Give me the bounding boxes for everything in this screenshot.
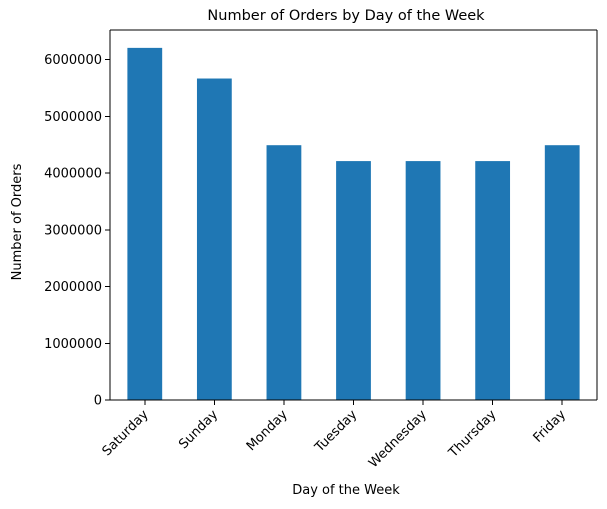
y-tick-label: 5000000 (44, 110, 102, 125)
bar-wednesday (405, 161, 441, 400)
bar-sunday (196, 78, 232, 401)
bar-saturday (127, 47, 163, 401)
x-tick-label-tuesday: Tuesday (312, 407, 361, 456)
x-tick-label-thursday: Thursday (445, 407, 499, 461)
y-tick-label: 6000000 (44, 53, 102, 68)
y-tick-label: 3000000 (44, 223, 102, 238)
x-axis-label: Day of the Week (292, 483, 400, 498)
bar-monday (266, 145, 302, 400)
x-tick-label-saturday: Saturday (100, 407, 152, 459)
x-tick-label-wednesday: Wednesday (366, 407, 430, 471)
y-tick-label: 4000000 (44, 167, 102, 182)
x-tick-label-sunday: Sunday (176, 407, 221, 452)
y-tick-label: 0 (94, 394, 102, 409)
bar-thursday (475, 161, 511, 400)
bar-friday (544, 145, 580, 400)
y-tick-label: 2000000 (44, 280, 102, 295)
bar-tuesday (336, 161, 371, 400)
y-tick-label: 1000000 (44, 337, 102, 352)
x-tick-label-friday: Friday (531, 407, 570, 446)
y-axis-label: Number of Orders (10, 163, 25, 280)
chart-title: Number of Orders by Day of the Week (207, 8, 485, 24)
x-tick-label-monday: Monday (244, 407, 291, 454)
x-ticks: Saturday Sunday Monday Tuesday Wednesday Thur… (100, 400, 570, 471)
bars-layer (127, 47, 580, 401)
y-ticks: 0 1000000 2000000 3000000 4000000 5000000 6000… (44, 53, 110, 409)
